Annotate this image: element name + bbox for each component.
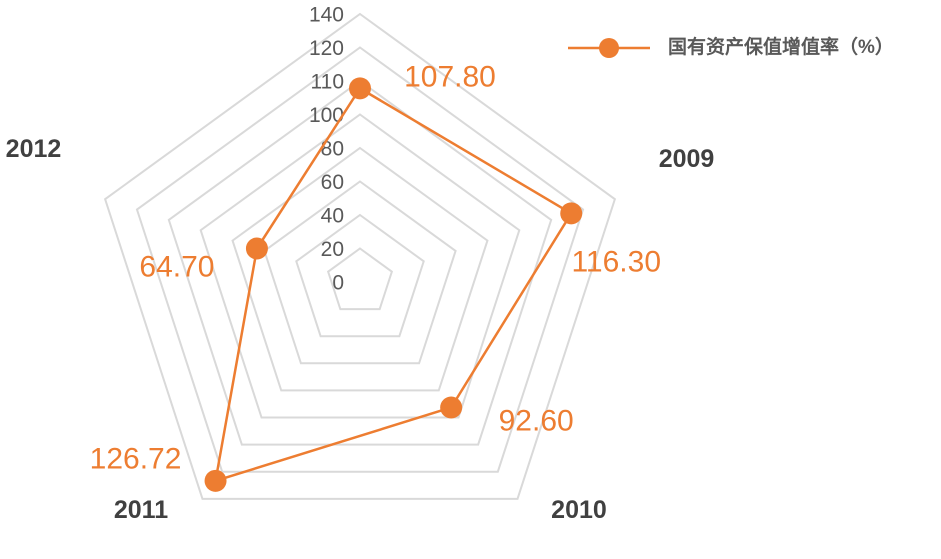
r-tick-label: 110 [311,71,344,94]
data-label: 126.72 [90,443,182,476]
legend-label: 国有资产保值增值率（%） [668,35,894,58]
data-point [245,237,268,260]
data-point [349,77,371,100]
r-tick-label: 0 [332,272,344,295]
r-tick-label: 100 [309,104,344,127]
category-label: 2011 [114,496,168,524]
r-tick-label: 60 [321,171,344,194]
data-label: 116.30 [571,245,661,278]
r-tick-label: 80 [321,138,344,161]
category-label: 2009 [659,145,715,173]
data-point [204,469,227,492]
data-label: 92.60 [499,404,574,437]
legend-marker [599,38,619,58]
r-tick-label: 20 [321,238,344,261]
data-label: 107.80 [404,60,496,93]
grid-ring [103,12,617,500]
category-label: 2010 [551,496,607,524]
r-tick-label: 40 [321,205,344,228]
data-point [440,396,463,419]
r-tick-label: 140 [309,4,344,27]
grid-ring [231,146,489,392]
grid-ring [326,247,394,311]
data-point [560,202,583,225]
grid-ring [199,113,521,419]
grid-ring [263,180,457,365]
grid-ring [295,213,425,338]
grid-ring [135,46,585,473]
category-label: 2012 [6,135,62,163]
series-line [213,86,573,483]
data-label: 64.70 [139,250,214,283]
r-tick-label: 120 [309,37,344,60]
grid-ring [167,79,553,446]
